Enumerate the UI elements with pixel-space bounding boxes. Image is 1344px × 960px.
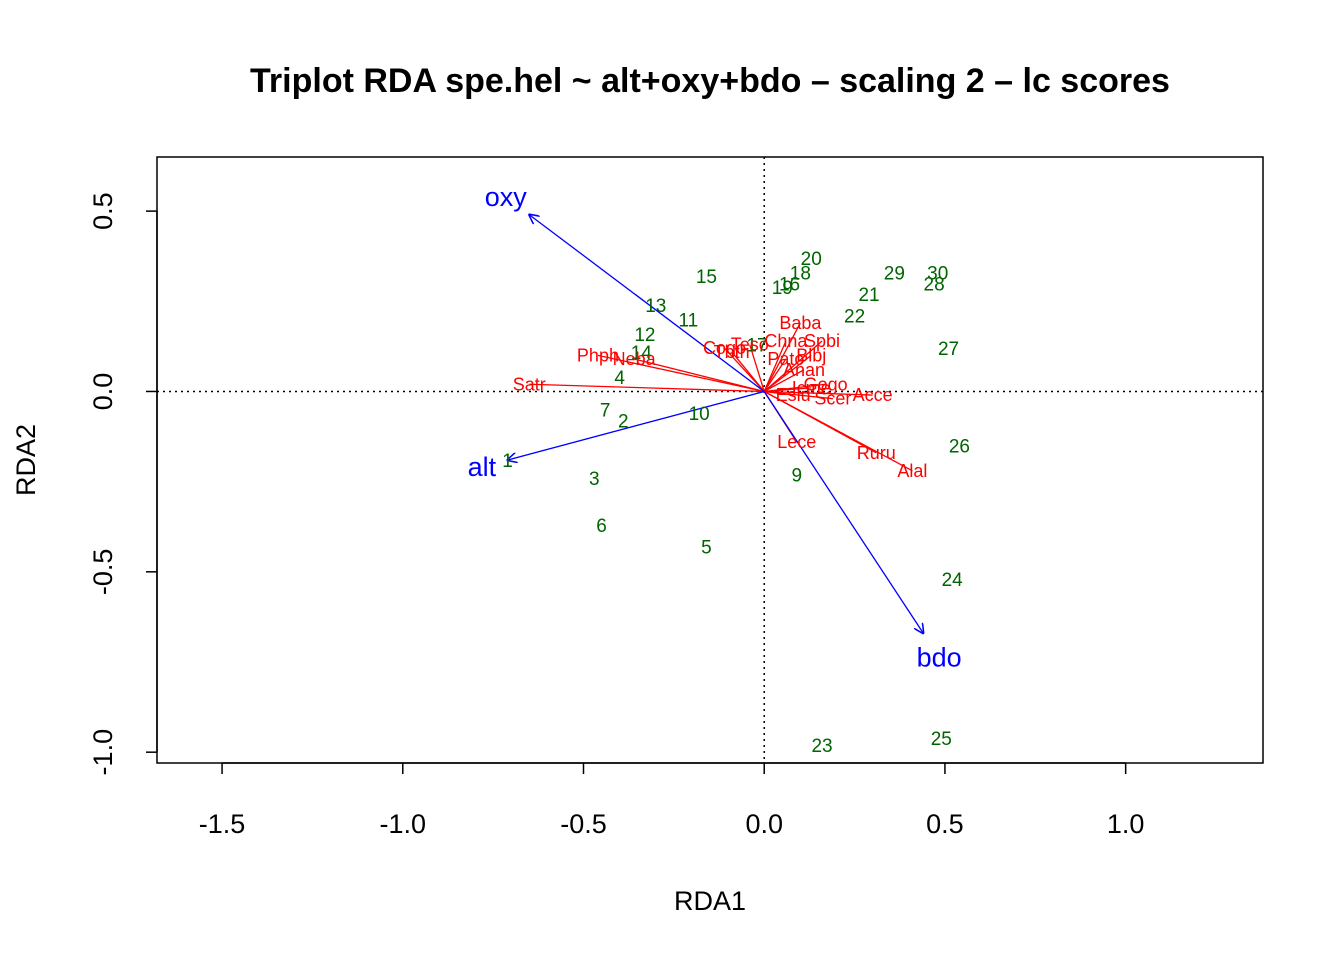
x-tick-label: -0.5 <box>560 809 607 839</box>
environment-label: bdo <box>917 642 962 672</box>
y-tick-label: 0.5 <box>88 192 118 230</box>
species-label: Ruru <box>857 443 896 463</box>
site-label: 16 <box>779 274 800 295</box>
species-label: Satr <box>513 374 546 394</box>
x-tick-label: -1.0 <box>380 809 427 839</box>
site-label: 18 <box>790 263 811 284</box>
chart-title: Triplot RDA spe.hel ~ alt+oxy+bdo – scal… <box>250 62 1170 100</box>
species-label: Thth <box>714 342 750 362</box>
site-label: 4 <box>614 368 625 389</box>
species-arrow <box>763 358 787 392</box>
environment-arrow <box>763 391 923 633</box>
species-label: Chna <box>764 331 808 351</box>
site-label: 3 <box>589 469 600 490</box>
species-label: Alal <box>897 461 927 481</box>
species-arrow <box>749 344 765 392</box>
site-label: 5 <box>701 538 712 559</box>
species-label: Lece <box>777 432 816 452</box>
y-axis: -1.0 -0.5 0.0 0.5 <box>88 192 158 776</box>
site-label: 1 <box>502 451 513 472</box>
site-label: 24 <box>942 570 964 591</box>
species-label: Neba <box>613 349 657 369</box>
x-tick-label: -1.5 <box>199 809 246 839</box>
x-axis: -1.5 -1.0 -0.5 0.0 0.5 1.0 <box>199 762 1145 839</box>
y-tick-label: -1.0 <box>88 729 118 776</box>
species-label: Eslu <box>776 385 811 405</box>
site-label: 27 <box>938 339 959 360</box>
species-label: Acce <box>853 385 893 405</box>
site-label: 23 <box>811 736 832 757</box>
species-label: Anan <box>783 360 825 380</box>
site-label: 6 <box>596 516 607 537</box>
site-label: 28 <box>924 274 945 295</box>
site-label: 30 <box>927 263 948 284</box>
x-tick-label: 0.5 <box>926 809 964 839</box>
site-label: 21 <box>858 285 879 306</box>
species-label: Spbi <box>804 331 840 351</box>
environment-labels: oxy alt bdo <box>468 182 962 672</box>
species-label: Icme <box>792 378 831 398</box>
species-arrow <box>597 354 765 393</box>
environment-arrow <box>508 390 765 460</box>
site-label: 12 <box>634 325 655 346</box>
species-arrow <box>763 322 801 392</box>
x-axis-label: RDA1 <box>674 886 746 916</box>
species-label: Baba <box>779 313 822 333</box>
site-label: 22 <box>844 307 865 328</box>
species-label: Cogo <box>703 338 746 358</box>
x-tick-label: 0.0 <box>745 809 783 839</box>
site-label: 17 <box>746 336 767 357</box>
y-tick-label: -0.5 <box>88 549 118 596</box>
environment-label: alt <box>468 452 497 482</box>
site-label: 15 <box>696 267 717 288</box>
species-label: Blbj <box>796 345 826 365</box>
site-label: 26 <box>949 437 970 458</box>
species-label: Pato <box>767 349 804 369</box>
species-arrow <box>764 387 812 393</box>
reference-lines <box>157 157 1263 763</box>
site-label: 7 <box>600 401 611 422</box>
site-label: 2 <box>618 411 629 432</box>
site-label: 9 <box>791 465 802 486</box>
y-tick-label: 0.0 <box>88 373 118 411</box>
environment-label: oxy <box>485 182 528 212</box>
species-label: Phph <box>577 345 619 365</box>
species-arrow <box>529 383 765 393</box>
species-arrow <box>731 351 765 392</box>
site-label: 29 <box>884 263 905 284</box>
species-arrow <box>764 390 833 400</box>
species-arrow <box>764 390 873 396</box>
plot-frame <box>156 156 1264 764</box>
species-arrow <box>763 340 823 392</box>
site-label: 14 <box>631 343 653 364</box>
species-arrow <box>763 369 805 393</box>
species-label: Scer <box>814 389 851 409</box>
site-label: 10 <box>689 404 710 425</box>
species-arrow <box>633 358 765 393</box>
y-axis-label: RDA2 <box>11 424 41 496</box>
site-label: 25 <box>931 729 952 750</box>
site-label: 11 <box>678 310 698 331</box>
species-arrow <box>763 354 812 392</box>
environment-arrow <box>529 215 765 392</box>
species-label: Teso <box>731 335 769 355</box>
environment-arrows <box>508 215 924 633</box>
x-tick-label: 1.0 <box>1107 809 1145 839</box>
species-arrow <box>763 390 913 472</box>
site-label: 19 <box>772 278 793 299</box>
species-arrow <box>763 340 787 392</box>
site-label: 13 <box>645 296 666 317</box>
species-label: Gogo <box>804 374 848 394</box>
site-label: 20 <box>801 249 822 270</box>
